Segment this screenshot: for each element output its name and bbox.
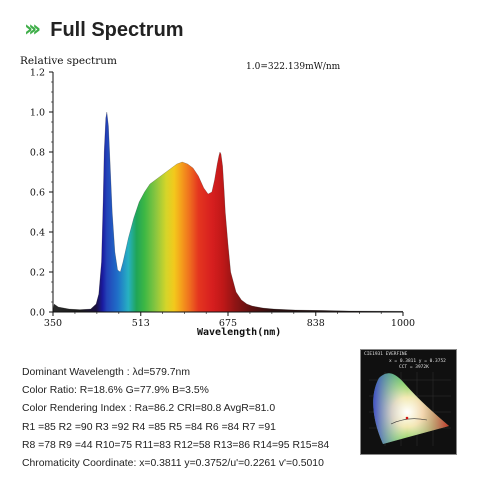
- cie-title: CIE1931 EVERFINE: [364, 352, 408, 357]
- cie-cct: CCT = 3972K: [399, 365, 429, 370]
- header: › › › Full Spectrum: [24, 16, 184, 44]
- y-tick-label: 1.0: [30, 108, 45, 119]
- x-tick-label: 675: [219, 318, 237, 329]
- spectrum-area: [53, 112, 403, 312]
- spectrum-line: [52, 111, 404, 313]
- y-tick-label: 0.2: [30, 268, 45, 279]
- page-title: Full Spectrum: [50, 18, 184, 41]
- spec-list: Dominant Wavelength : λd=579.7nm Color R…: [22, 364, 329, 473]
- chart-annotation: 1.0=322.139mW/nm: [246, 62, 341, 72]
- x-tick-label: 1000: [391, 318, 415, 329]
- color-rendering-index: Color Rendering Index : Ra=86.2 CRI=80.8…: [22, 403, 276, 415]
- spectrum-chart: 0.0 0.2 0.4 0.6 0.8 1.0 1.2 350 513 675 838 1000 Re…: [20, 55, 415, 338]
- triple-chevron-right-icon: › › ›: [24, 17, 42, 42]
- cie-chromaticity-diagram: [369, 372, 451, 446]
- y-axis-label: Relative spectrum: [20, 55, 117, 67]
- x-tick-label: 513: [132, 318, 150, 329]
- r-values-line-2: R8 =78 R9 =44 R10=75 R11=83 R12=58 R13=8…: [22, 439, 330, 451]
- y-tick-label: 0.4: [30, 228, 45, 239]
- chart-plot: [52, 111, 404, 313]
- cie-diagram-thumbnail: CIE1931 EVERFINE x = 0.3811 y = 0.3752 C…: [360, 349, 457, 455]
- dominant-wavelength: Dominant Wavelength : λd=579.7nm: [22, 367, 190, 378]
- x-axis-label: Wavelength(nm): [197, 327, 281, 338]
- y-tick-label: 1.2: [30, 68, 45, 79]
- x-tick-label: 350: [44, 318, 62, 329]
- chart-axes: 0.0 0.2 0.4 0.6 0.8 1.0 1.2 350 513 675 838 1000: [30, 68, 415, 330]
- y-tick-label: 0.0: [30, 308, 45, 319]
- chromaticity-coordinate: Chromaticity Coordinate: x=0.3811 y=0.37…: [22, 458, 324, 470]
- color-ratio: Color Ratio: R=18.6% G=77.9% B=3.5%: [22, 385, 209, 397]
- y-tick-label: 0.6: [30, 188, 45, 199]
- cie-coordinates: x = 0.3811 y = 0.3752: [389, 359, 446, 364]
- r-values-line-1: R1 =85 R2 =90 R3 =92 R4 =85 R5 =84 R6 =8…: [22, 421, 276, 433]
- y-tick-label: 0.8: [30, 148, 45, 159]
- x-tick-label: 838: [307, 318, 325, 329]
